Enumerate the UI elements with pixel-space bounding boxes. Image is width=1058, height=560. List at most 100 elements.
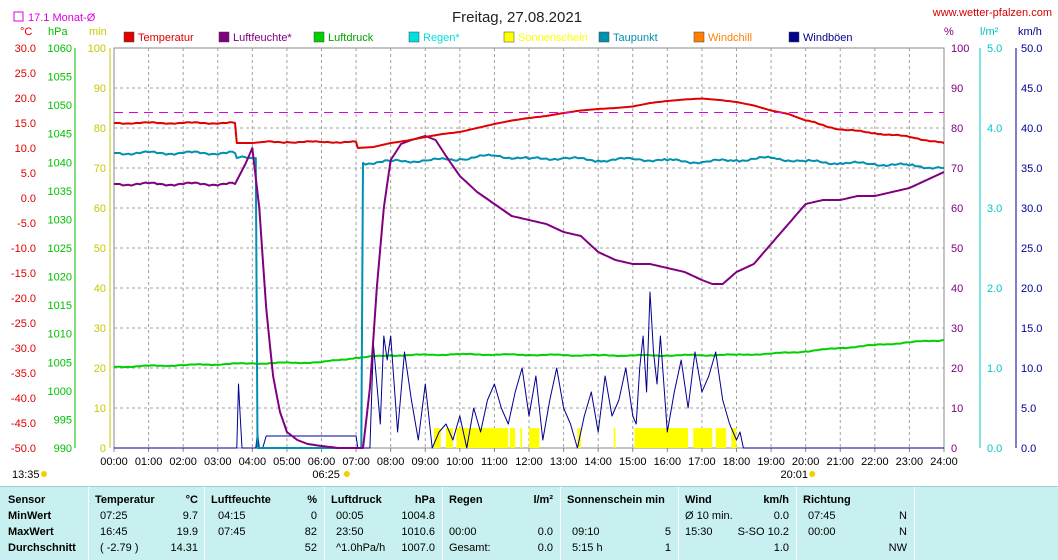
stats-cell: S-SO 10.2 — [737, 526, 789, 538]
stats-cell: 5:15 h — [572, 542, 603, 554]
x-tick-label: 18:00 — [723, 456, 751, 468]
unit-wind: km/h — [1018, 26, 1042, 38]
stats-header: l/m² — [533, 494, 553, 506]
axis-tick-label: 15.0 — [1021, 323, 1042, 335]
axis-tick-label: 1025 — [48, 243, 72, 255]
axis-tick-label: 10.0 — [15, 143, 36, 155]
x-tick-label: 16:00 — [654, 456, 682, 468]
x-tick-label: 21:00 — [826, 456, 854, 468]
axis-tick-label: 60 — [951, 203, 963, 215]
axis-tick-label: -45.0 — [11, 418, 36, 430]
axis-tick-label: 30.0 — [1021, 203, 1042, 215]
stats-separator — [88, 487, 89, 560]
axis-tick-label: 40 — [951, 283, 963, 295]
x-tick-label: 13:00 — [550, 456, 578, 468]
stats-cell: 1007.0 — [401, 542, 435, 554]
legend-label: Windböen — [803, 32, 853, 44]
stats-header: Regen — [449, 494, 483, 506]
stats-cell: N — [899, 510, 907, 522]
axis-tick-label: 100 — [88, 43, 106, 55]
day-start-label: 13:35 — [12, 469, 40, 481]
chart-grid — [113, 47, 945, 449]
x-tick-label: 15:00 — [619, 456, 647, 468]
stats-header: Richtung — [803, 494, 851, 506]
axis-tick-label: 30.0 — [15, 43, 36, 55]
axis-tick-label: 1030 — [48, 214, 72, 226]
stats-cell: 00:05 — [336, 510, 364, 522]
chart-axes: 30.0 25.0 20.0 15.0 10.0 5.0 0.0 -5.0 -10.0 -15.0… — [11, 43, 1043, 468]
axis-tick-label: 990 — [54, 443, 72, 455]
day-start-marker — [41, 471, 47, 477]
stats-cell: ( -2.79 ) — [100, 542, 139, 554]
stats-cell: 52 — [304, 542, 317, 554]
axis-tick-label: -35.0 — [11, 368, 36, 380]
axis-tick-label: 10 — [94, 403, 106, 415]
x-tick-label: 11:00 — [481, 456, 508, 468]
stats-separator — [678, 487, 679, 560]
axis-tick-label: 35.0 — [1021, 163, 1042, 175]
sunshine-bar — [509, 428, 516, 448]
axis-tick-label: 1015 — [48, 300, 72, 312]
stats-separator — [796, 487, 797, 560]
stats-header: Luftfeuchte — [211, 494, 271, 506]
unit-temp: °C — [20, 26, 32, 38]
stats-cell: 5 — [664, 526, 671, 538]
x-tick-label: 04:00 — [239, 456, 267, 468]
sunset-label: 20:01 — [780, 469, 808, 481]
axis-tick-label: 40 — [94, 283, 106, 295]
axis-tick-label: 15.0 — [15, 118, 36, 130]
x-tick-label: 09:00 — [411, 456, 439, 468]
axis-tick-label: 20 — [951, 363, 963, 375]
stats-row-label: MaxWert — [8, 526, 54, 538]
legend-label: Luftfeuchte* — [233, 32, 292, 44]
stats-cell: 07:25 — [100, 510, 128, 522]
stats-cell: 1004.8 — [401, 510, 435, 522]
series-temperatur — [114, 97, 945, 149]
x-tick-label: 12:00 — [515, 456, 543, 468]
axis-tick-label: -10.0 — [11, 243, 36, 255]
axis-tick-label: 10 — [951, 403, 963, 415]
sunshine-bar — [693, 428, 713, 448]
legend-label: Windchill — [708, 32, 752, 44]
axis-tick-label: 80 — [951, 123, 963, 135]
axis-tick-label: 20.0 — [15, 93, 36, 105]
stats-cell: 15:30 — [685, 526, 713, 538]
stats-cell: 1.0 — [773, 542, 789, 554]
axis-tick-label: -30.0 — [11, 343, 36, 355]
axis-tick-label: 5.0 — [21, 168, 36, 180]
axis-tick-label: 1005 — [48, 357, 72, 369]
stats-cell: 00:00 — [449, 526, 477, 538]
x-tick-label: 22:00 — [861, 456, 889, 468]
stats-cell: 04:15 — [218, 510, 246, 522]
axis-tick-label: 1055 — [48, 72, 72, 84]
stats-cell: 16:45 — [100, 526, 128, 538]
axis-tick-label: 50 — [951, 243, 963, 255]
stats-header: % — [307, 494, 317, 506]
axis-tick-label: -15.0 — [11, 268, 36, 280]
legend-label: Regen* — [423, 32, 460, 44]
series-luftdruck — [113, 339, 945, 369]
x-tick-label: 17:00 — [688, 456, 716, 468]
sunshine-bar — [520, 428, 523, 448]
stats-separator — [914, 487, 915, 560]
axis-tick-label: 10.0 — [1021, 363, 1042, 375]
axis-tick-label: 1.0 — [987, 363, 1002, 375]
sunrise-marker — [343, 471, 350, 477]
x-tick-label: 20:00 — [792, 456, 820, 468]
stats-header: Wind — [685, 494, 712, 506]
axis-tick-label: 90 — [94, 83, 106, 95]
axis-tick-label: 20 — [94, 363, 106, 375]
axis-tick-label: 1035 — [48, 186, 72, 198]
stats-cell: 0 — [310, 510, 317, 522]
unit-rain: l/m² — [980, 26, 999, 38]
site-link[interactable]: www.wetter-pfalzen.com — [932, 7, 1052, 19]
legend-label: Temperatur — [138, 32, 194, 44]
sunshine-bar — [634, 428, 689, 448]
chart-legend: Temperatur Luftfeuchte* Luftdruck Regen* Son… — [123, 31, 853, 44]
axis-tick-label: -50.0 — [11, 443, 36, 455]
legend-label: Sonnenschein — [518, 32, 588, 44]
axis-tick-label: 100 — [951, 43, 969, 55]
stats-cell: 07:45 — [218, 526, 246, 538]
axis-tick-label: -25.0 — [11, 318, 36, 330]
unit-press: hPa — [48, 26, 68, 38]
